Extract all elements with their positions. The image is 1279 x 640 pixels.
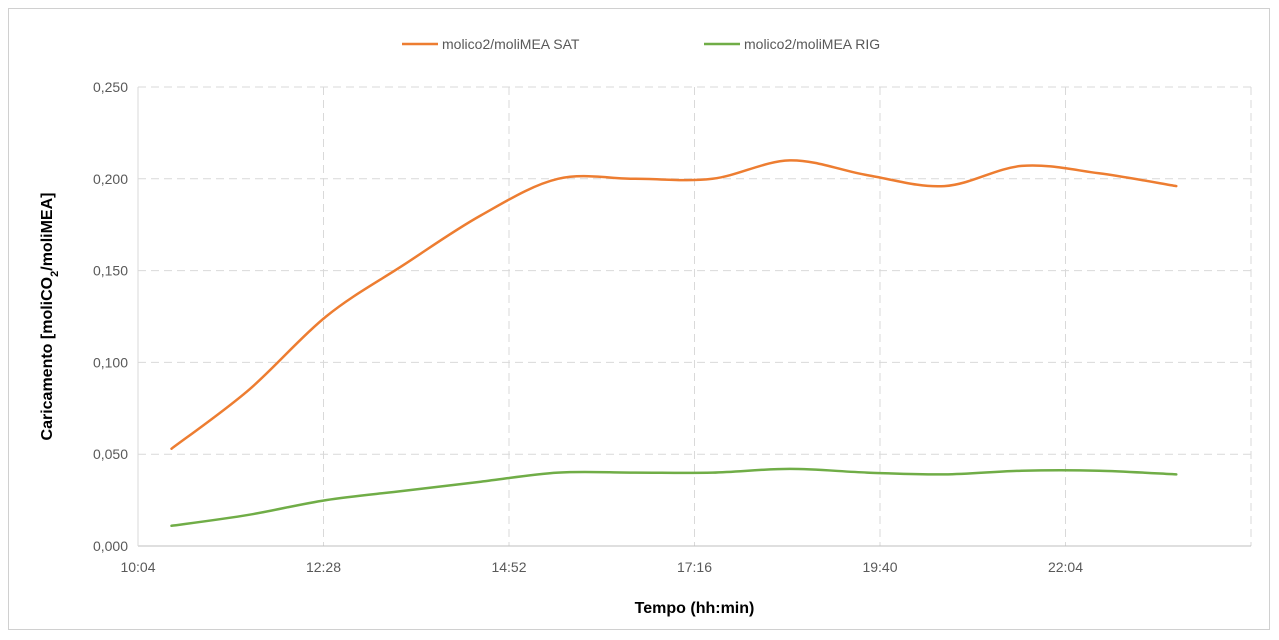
y-tick-label: 0,200 xyxy=(93,171,128,187)
y-axis-title: Caricamento [moliCO2/moliMEA] xyxy=(39,193,61,441)
series-line-sat xyxy=(170,159,1178,450)
x-tick-label: 22:04 xyxy=(1048,559,1083,575)
legend-label: molico2/moliMEA SAT xyxy=(442,36,580,52)
legend: molico2/moliMEA SAT molico2/moliMEA RIG xyxy=(402,36,880,52)
series-lines xyxy=(170,159,1178,528)
y-tick-label: 0,100 xyxy=(93,354,128,370)
x-tick-label: 12:28 xyxy=(306,559,341,575)
y-tick-label: 0,150 xyxy=(93,263,128,279)
grid-lines xyxy=(138,86,1252,546)
legend-label: molico2/moliMEA RIG xyxy=(744,36,880,52)
chart-frame: 0,000 0,050 0,100 0,150 0,200 0,250 10:04 12:28… xyxy=(8,8,1270,630)
y-axis-title-subscript: 2 xyxy=(49,271,61,277)
y-tick-label: 0,050 xyxy=(93,446,128,462)
line-chart: 0,000 0,050 0,100 0,150 0,200 0,250 10:04 12:28… xyxy=(39,36,1252,617)
series-line-rig xyxy=(170,467,1178,528)
x-tick-label: 10:04 xyxy=(120,559,155,575)
axes: 0,000 0,050 0,100 0,150 0,200 0,250 10:04 12:28… xyxy=(93,79,1251,575)
x-tick-label: 17:16 xyxy=(677,559,712,575)
y-tick-label: 0,250 xyxy=(93,79,128,95)
x-tick-label: 14:52 xyxy=(491,559,526,575)
y-axis-title-prefix: Caricamento [moliCO xyxy=(39,277,56,441)
y-tick-label: 0,000 xyxy=(93,538,128,554)
y-axis-title-suffix: /moliMEA] xyxy=(39,193,56,271)
x-axis-title: Tempo (hh:min) xyxy=(635,600,755,617)
x-tick-label: 19:40 xyxy=(862,559,897,575)
